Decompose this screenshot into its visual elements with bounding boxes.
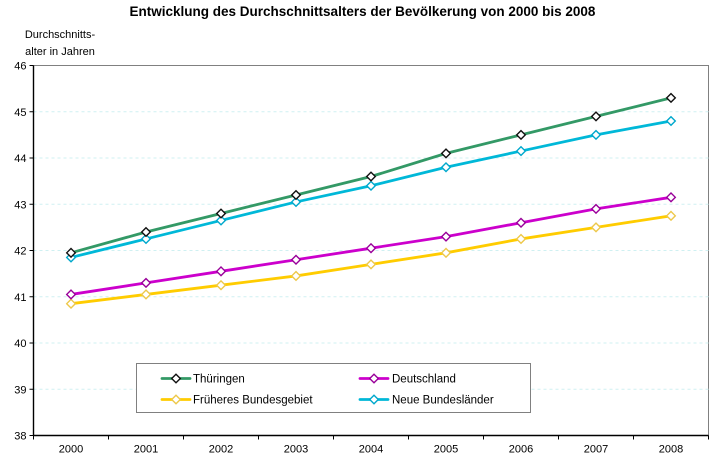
data-point-marker	[368, 394, 380, 405]
data-point-marker	[515, 233, 527, 245]
data-point-marker	[365, 242, 377, 254]
data-point-marker	[515, 129, 527, 141]
data-point-marker	[290, 270, 302, 282]
x-axis-tick-label: 2000	[59, 444, 83, 456]
data-point-marker	[665, 210, 677, 222]
x-axis-tick-label: 2004	[359, 444, 383, 456]
x-axis-tick-label: 2008	[659, 444, 683, 456]
data-point-marker	[665, 192, 677, 203]
data-point-marker	[290, 254, 302, 266]
y-axis-tick-label: 45	[14, 107, 26, 119]
y-axis-tick-label: 38	[14, 431, 26, 443]
data-point-marker	[365, 259, 377, 270]
data-point-marker	[368, 373, 380, 384]
data-point-marker	[65, 247, 77, 259]
data-point-marker	[215, 266, 227, 277]
y-axis-title-line2: alter in Jahren	[25, 46, 95, 58]
data-point-marker	[440, 231, 452, 242]
x-axis-tick-label: 2002	[209, 444, 233, 456]
x-axis-tick-label: 2007	[584, 444, 608, 456]
legend-box	[136, 363, 531, 413]
y-axis-title: Durchschnitts- alter in Jahren	[10, 27, 110, 61]
data-point-marker	[590, 222, 602, 233]
data-point-marker	[140, 289, 152, 300]
chart-title: Entwicklung des Durchschnittsalters der …	[129, 4, 596, 19]
data-point-marker	[440, 247, 452, 259]
data-point-marker	[140, 277, 152, 289]
data-point-marker	[65, 289, 77, 300]
legend-label: Thüringen	[193, 374, 245, 386]
y-axis-tick-label: 44	[14, 153, 26, 165]
x-axis-tick-label: 2001	[134, 444, 158, 456]
data-point-marker	[140, 226, 152, 238]
legend-label: Neue Bundesländer	[392, 395, 494, 407]
data-point-marker	[515, 145, 527, 157]
data-point-marker	[590, 111, 602, 122]
y-axis-title-line1: Durchschnitts-	[24, 29, 96, 41]
x-axis-tick-label: 2003	[284, 444, 308, 456]
data-point-marker	[590, 203, 602, 215]
y-axis-tick-label: 42	[14, 246, 26, 258]
data-point-marker	[665, 115, 677, 127]
data-point-marker	[290, 196, 302, 208]
data-point-marker	[365, 180, 377, 192]
data-point-marker	[590, 129, 602, 141]
data-point-marker	[215, 215, 227, 226]
y-axis-tick-label: 40	[14, 338, 26, 350]
legend-label: Deutschland	[392, 374, 456, 386]
data-point-marker	[440, 161, 452, 173]
data-point-marker	[140, 233, 152, 245]
data-point-marker	[215, 279, 227, 291]
legend-label: Früheres Bundesgebiet	[193, 395, 313, 407]
data-point-marker	[170, 394, 182, 405]
x-axis-tick-label: 2006	[509, 444, 533, 456]
data-point-marker	[515, 217, 527, 229]
y-axis-tick-label: 43	[14, 199, 26, 211]
data-point-marker	[215, 208, 227, 219]
data-point-marker	[290, 189, 302, 201]
data-point-marker	[65, 298, 77, 309]
x-axis-tick-label: 2005	[434, 444, 458, 456]
y-axis-tick-label: 41	[14, 292, 26, 304]
data-point-marker	[665, 92, 677, 104]
y-axis-tick-label: 46	[14, 61, 26, 73]
data-point-marker	[365, 171, 377, 182]
data-point-marker	[170, 373, 182, 384]
data-point-marker	[440, 148, 452, 159]
y-axis-tick-label: 39	[14, 384, 26, 396]
